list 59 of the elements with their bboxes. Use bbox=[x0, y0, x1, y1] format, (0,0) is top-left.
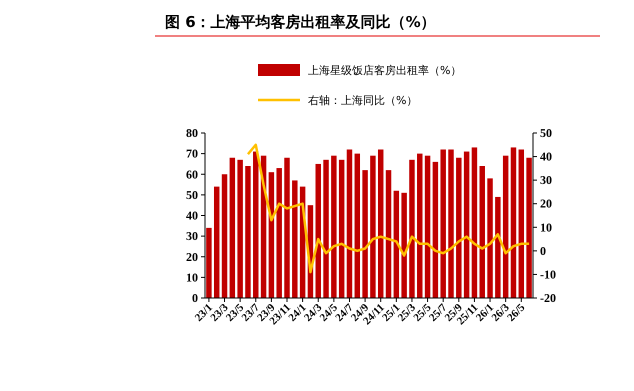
bar bbox=[417, 154, 422, 298]
bar bbox=[510, 147, 516, 298]
bar bbox=[424, 156, 430, 298]
bar bbox=[495, 196, 501, 298]
y2-tick-label: 0 bbox=[540, 244, 546, 258]
bar bbox=[206, 228, 212, 298]
y-tick-label: 40 bbox=[186, 208, 198, 222]
y-tick-label: 50 bbox=[186, 188, 198, 202]
bar bbox=[222, 174, 228, 298]
bar bbox=[394, 190, 400, 298]
y2-tick-label: 40 bbox=[540, 150, 552, 164]
bar bbox=[432, 162, 438, 298]
bar bbox=[338, 160, 344, 298]
y2-tick-label: -20 bbox=[540, 291, 556, 305]
bar bbox=[472, 147, 478, 298]
bar bbox=[323, 160, 329, 298]
legend-label: 右轴：上海同比（%） bbox=[308, 94, 418, 107]
y2-tick-label: 30 bbox=[540, 173, 552, 188]
bar bbox=[276, 168, 282, 298]
y-tick-label: 80 bbox=[186, 126, 198, 140]
legend-label: 上海星级饭店客房出租率（%） bbox=[308, 64, 462, 77]
bar bbox=[401, 192, 407, 298]
y-tick-label: 30 bbox=[186, 229, 198, 244]
bar bbox=[480, 166, 485, 298]
bar bbox=[292, 180, 298, 298]
bar bbox=[245, 166, 251, 298]
bar bbox=[230, 158, 236, 298]
bar bbox=[370, 156, 376, 298]
bar bbox=[253, 152, 258, 298]
y-tick-label: 10 bbox=[186, 270, 198, 284]
bar bbox=[518, 150, 524, 298]
bar bbox=[214, 186, 220, 298]
bar bbox=[464, 152, 470, 298]
bar bbox=[386, 170, 392, 298]
bar bbox=[237, 160, 243, 298]
y2-tick-label: 10 bbox=[540, 220, 552, 234]
bar bbox=[316, 164, 321, 298]
bar bbox=[526, 158, 532, 298]
bar bbox=[456, 158, 462, 298]
bar bbox=[440, 150, 446, 298]
bar bbox=[487, 178, 493, 298]
bar bbox=[409, 160, 415, 298]
y-tick-label: 0 bbox=[192, 291, 198, 305]
y-tick-label: 60 bbox=[186, 167, 198, 182]
y2-tick-label: 20 bbox=[540, 196, 552, 211]
line-series bbox=[246, 144, 530, 274]
y2-tick-label: -10 bbox=[540, 267, 556, 282]
y-tick-label: 70 bbox=[186, 146, 198, 161]
bar bbox=[331, 156, 337, 298]
bar bbox=[362, 170, 368, 298]
bar bbox=[268, 172, 274, 298]
bar bbox=[354, 154, 360, 298]
y-tick-label: 20 bbox=[186, 250, 198, 264]
bar bbox=[502, 156, 508, 298]
bar bbox=[346, 150, 352, 298]
bar bbox=[378, 150, 384, 298]
y2-tick-label: 50 bbox=[540, 126, 552, 140]
chart-title: 图 6：上海平均客房出租率及同比（%） bbox=[165, 13, 436, 31]
bar bbox=[260, 156, 266, 298]
